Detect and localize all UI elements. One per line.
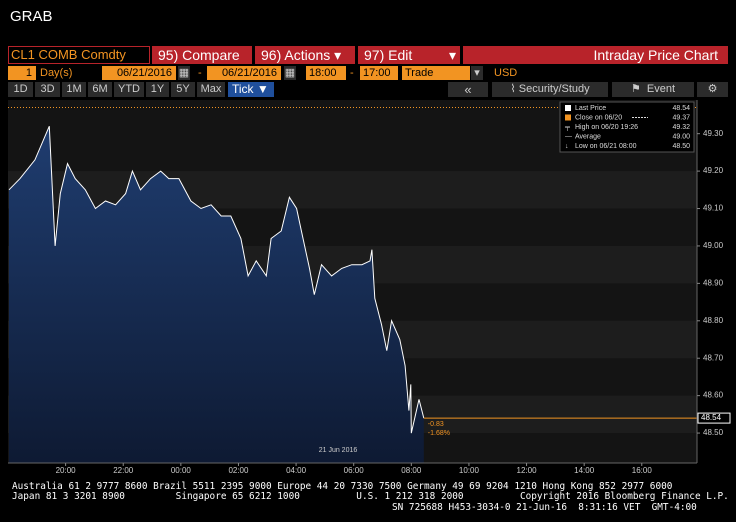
compare-button[interactable]: 95) Compare <box>152 46 252 64</box>
footer-line: SN 725688 H453-3034-0 21-Jun-16 8:31:16 … <box>392 502 697 513</box>
end-date-field[interactable]: 06/21/2016 <box>207 66 281 80</box>
unit-label: Day(s) <box>40 67 73 79</box>
x-tick-label: 16:00 <box>632 466 653 475</box>
event-button[interactable]: ⚑ Event <box>612 82 694 97</box>
field-select[interactable]: Trade <box>402 66 470 80</box>
x-tick-label: 04:00 <box>286 466 307 475</box>
back-button[interactable]: « <box>448 82 488 97</box>
change-label: -0.83 <box>428 421 444 428</box>
period-button[interactable]: 3D <box>35 82 60 97</box>
period-button[interactable]: 6M <box>88 82 112 97</box>
interval-label: Tick <box>232 82 254 96</box>
actions-button[interactable]: 96) Actions ▾ <box>255 46 355 64</box>
panel-title: Intraday Price Chart <box>463 46 728 64</box>
legend-label: Low on 06/21 08:00 <box>575 143 637 150</box>
legend-label: Average <box>575 133 601 140</box>
x-tick-label: 02:00 <box>228 466 249 475</box>
x-tick-label: 14:00 <box>574 466 595 475</box>
y-tick-label: 48.60 <box>703 391 724 400</box>
study-button[interactable]: ⌇ Security/Study <box>492 82 608 97</box>
window-title: GRAB <box>10 8 53 25</box>
range-dash: - <box>350 67 354 79</box>
legend-symbol: ╤ <box>564 124 570 132</box>
button-label: 96) Actions <box>261 47 331 63</box>
legend-symbol: — <box>565 133 572 140</box>
calendar-icon[interactable]: ▦ <box>284 66 296 80</box>
legend-value: 48.54 <box>672 105 690 112</box>
dropdown-arrow[interactable]: ▾ <box>471 66 483 80</box>
x-tick-label: 12:00 <box>517 466 538 475</box>
period-button[interactable]: Max <box>197 82 225 97</box>
y-tick-label: 49.30 <box>703 129 724 138</box>
y-tick-label: 48.80 <box>703 316 724 325</box>
legend-label: High on 06/20 19:26 <box>575 124 638 131</box>
period-button[interactable]: 1M <box>62 82 86 97</box>
x-tick-label: 00:00 <box>171 466 192 475</box>
y-tick-label: 49.10 <box>703 204 724 213</box>
legend-value: 48.50 <box>672 143 690 150</box>
legend-symbol: ↓ <box>565 143 569 150</box>
footer-line: Australia 61 2 9777 8600 Brazil 5511 239… <box>12 481 673 492</box>
period-button[interactable]: 5Y <box>171 82 195 97</box>
area-fill <box>8 126 424 463</box>
x-tick-label: 22:00 <box>113 466 134 475</box>
y-tick-label: 48.70 <box>703 353 724 362</box>
x-tick-label: 08:00 <box>401 466 422 475</box>
start-date-field[interactable]: 06/21/2016 <box>102 66 176 80</box>
date-label: 21 Jun 2016 <box>319 447 358 454</box>
period-button[interactable]: 1D <box>8 82 33 97</box>
range-dash: - <box>198 67 202 79</box>
y-tick-label: 49.20 <box>703 166 724 175</box>
change-pct-label: -1.68% <box>428 430 450 437</box>
period-button[interactable]: YTD <box>114 82 144 97</box>
x-tick-label: 10:00 <box>459 466 480 475</box>
currency-label: USD <box>494 67 518 79</box>
legend-box <box>559 101 695 153</box>
interval-select[interactable]: Tick ▼ <box>228 82 274 97</box>
legend-swatch <box>565 105 571 111</box>
security-field[interactable]: CL1 COMB Comdty <box>8 46 150 64</box>
legend-swatch <box>565 114 571 121</box>
x-tick-label: 20:00 <box>56 466 77 475</box>
end-time-field[interactable]: 17:00 <box>360 66 398 80</box>
last-price-label: 48.54 <box>701 413 722 422</box>
y-tick-label: 48.90 <box>703 278 724 287</box>
footer-line: Japan 81 3 3201 8900 Singapore 65 6212 1… <box>12 491 729 502</box>
chart: 21 Jun 2016 Last Price 48.54 Close on 06/2… <box>8 100 731 475</box>
x-tick-label: 06:00 <box>344 466 365 475</box>
price-line <box>8 126 425 434</box>
legend-value: 49.37 <box>672 114 690 121</box>
calendar-icon[interactable]: ▦ <box>178 66 190 80</box>
button-label: 97) Edit <box>364 47 413 63</box>
start-time-field[interactable]: 18:00 <box>306 66 346 80</box>
study-label: Security/Study <box>518 83 590 95</box>
legend-label: Close on 06/20 <box>575 114 622 121</box>
legend-value: 49.00 <box>672 133 690 140</box>
period-button[interactable]: 1Y <box>146 82 169 97</box>
last-price-box <box>697 412 731 424</box>
event-label: Event <box>646 83 676 95</box>
edit-button[interactable]: 97) Edit ▾ <box>358 46 460 64</box>
y-tick-label: 49.00 <box>703 241 724 250</box>
y-tick-label: 48.50 <box>703 428 724 437</box>
legend-value: 49.32 <box>672 124 690 131</box>
legend-label: Last Price <box>575 105 606 112</box>
settings-button[interactable]: ⚙ <box>697 82 728 97</box>
count-field[interactable]: 1 <box>8 66 36 80</box>
